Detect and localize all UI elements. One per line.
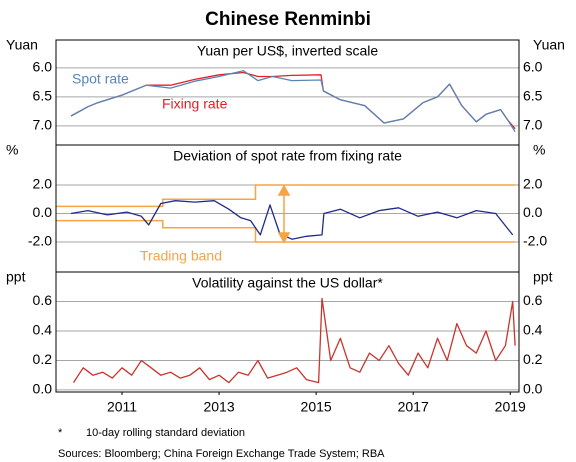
series-line bbox=[70, 200, 514, 240]
y-tick-label: 7.0 bbox=[33, 117, 53, 133]
y-tick-label: 6.5 bbox=[33, 88, 53, 104]
mark-layer bbox=[56, 70, 516, 384]
series-line bbox=[70, 70, 516, 133]
y2-tick-label: 0.0 bbox=[523, 381, 543, 397]
y-axis-label: % bbox=[6, 142, 18, 158]
y2-tick-label: 0.2 bbox=[523, 351, 543, 367]
series-line bbox=[72, 297, 516, 384]
band-label: Trading band bbox=[140, 248, 222, 264]
y-tick-label: 0.4 bbox=[33, 322, 53, 338]
y2-tick-label: 6.0 bbox=[523, 59, 543, 75]
y-tick-label: 0.0 bbox=[33, 204, 53, 220]
y-tick-label: 0.6 bbox=[33, 292, 53, 308]
y2-tick-label: 0.4 bbox=[523, 322, 543, 338]
y2-tick-label: 0.0 bbox=[523, 204, 543, 220]
y2-axis-label: Yuan bbox=[533, 37, 565, 53]
y-tick-label: 0.2 bbox=[33, 351, 53, 367]
y2-axis-label: % bbox=[533, 142, 545, 158]
y-tick-label: 2.0 bbox=[33, 176, 53, 192]
band-upper bbox=[56, 184, 516, 208]
y2-tick-label: -2.0 bbox=[523, 233, 547, 249]
series-label: Fixing rate bbox=[162, 96, 228, 112]
x-tick-label: 2013 bbox=[203, 399, 234, 415]
y2-axis-label: ppt bbox=[533, 269, 553, 285]
footnote: 10-day rolling standard deviation bbox=[86, 427, 245, 439]
y2-tick-label: 7.0 bbox=[523, 117, 543, 133]
x-tick-label: 2019 bbox=[495, 399, 526, 415]
y-axis-label: Yuan bbox=[6, 37, 38, 53]
grid-layer bbox=[56, 67, 519, 391]
y2-tick-label: 2.0 bbox=[523, 176, 543, 192]
plot-frame bbox=[55, 39, 520, 393]
panel-title: Volatility against the US dollar* bbox=[192, 275, 383, 291]
source: Sources: Bloomberg; China Foreign Exchan… bbox=[58, 448, 385, 460]
y-axis-label: ppt bbox=[6, 269, 26, 285]
x-tick-label: 2015 bbox=[301, 399, 332, 415]
series-label: Spot rate bbox=[72, 71, 129, 87]
footnote-mark: * bbox=[58, 427, 63, 439]
y-tick-label: -2.0 bbox=[28, 233, 52, 249]
chart-title: Chinese Renminbi bbox=[205, 9, 371, 30]
y2-tick-label: 0.6 bbox=[523, 292, 543, 308]
x-tick-label: 2011 bbox=[107, 399, 137, 415]
y-tick-label: 6.0 bbox=[33, 59, 53, 75]
y2-tick-label: 6.5 bbox=[523, 88, 543, 104]
band-arrow bbox=[277, 184, 291, 244]
x-tick-label: 2017 bbox=[398, 399, 429, 415]
panel-title: Yuan per US$, inverted scale bbox=[197, 43, 379, 59]
panel-title: Deviation of spot rate from fixing rate bbox=[173, 148, 402, 164]
y-tick-label: 0.0 bbox=[33, 381, 53, 397]
